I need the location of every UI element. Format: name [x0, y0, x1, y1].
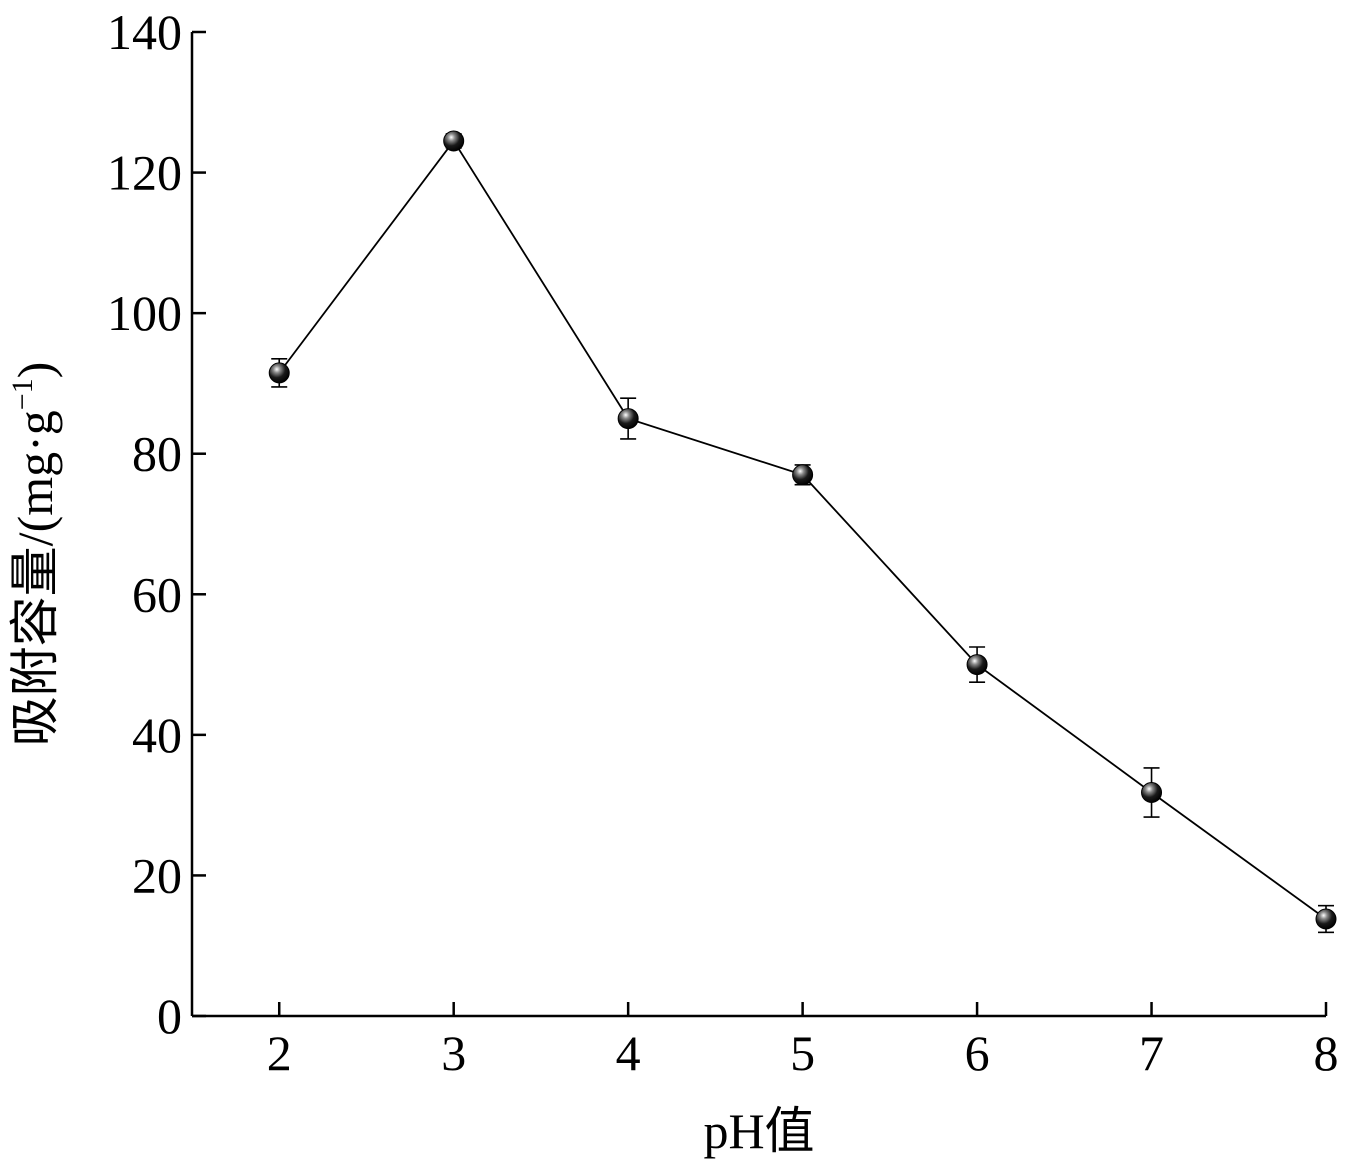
x-tick-label: 7 [1139, 1025, 1164, 1081]
y-tick-label: 140 [107, 4, 182, 60]
data-point [268, 362, 290, 384]
x-tick-label: 3 [441, 1025, 466, 1081]
series [268, 130, 1337, 934]
y-axis-title-superscript: −1 [6, 378, 39, 410]
y-axis-title-main: 吸附容量/(mg·g [7, 410, 63, 746]
x-tick-label: 8 [1314, 1025, 1339, 1081]
y-tick-label: 100 [107, 285, 182, 341]
y-tick-label: 120 [107, 145, 182, 201]
y-tick-label: 60 [132, 566, 182, 622]
data-point [1141, 781, 1163, 803]
y-tick-label: 0 [157, 988, 182, 1044]
x-tick-label: 4 [616, 1025, 641, 1081]
series-line [278, 139, 1327, 920]
y-axis-title: 吸附容量/(mg·g−1) [6, 362, 63, 747]
y-tick-label: 40 [132, 707, 182, 763]
x-tick-label: 6 [965, 1025, 990, 1081]
axes [190, 32, 1326, 1018]
x-tick-label: 2 [267, 1025, 292, 1081]
data-point [1315, 908, 1337, 930]
data-point [443, 130, 465, 152]
y-axis-title-end: ) [7, 362, 63, 379]
x-axis-title: pH值 [703, 1103, 814, 1159]
ticks: 0 20 40 60 80 100 120 140 2 3 4 5 6 7 8 [107, 4, 1339, 1081]
data-point [617, 408, 639, 430]
y-tick-label: 20 [132, 847, 182, 903]
data-point [966, 654, 988, 676]
data-point [792, 464, 814, 486]
x-tick-label: 5 [790, 1025, 815, 1081]
y-tick-label: 80 [132, 426, 182, 482]
